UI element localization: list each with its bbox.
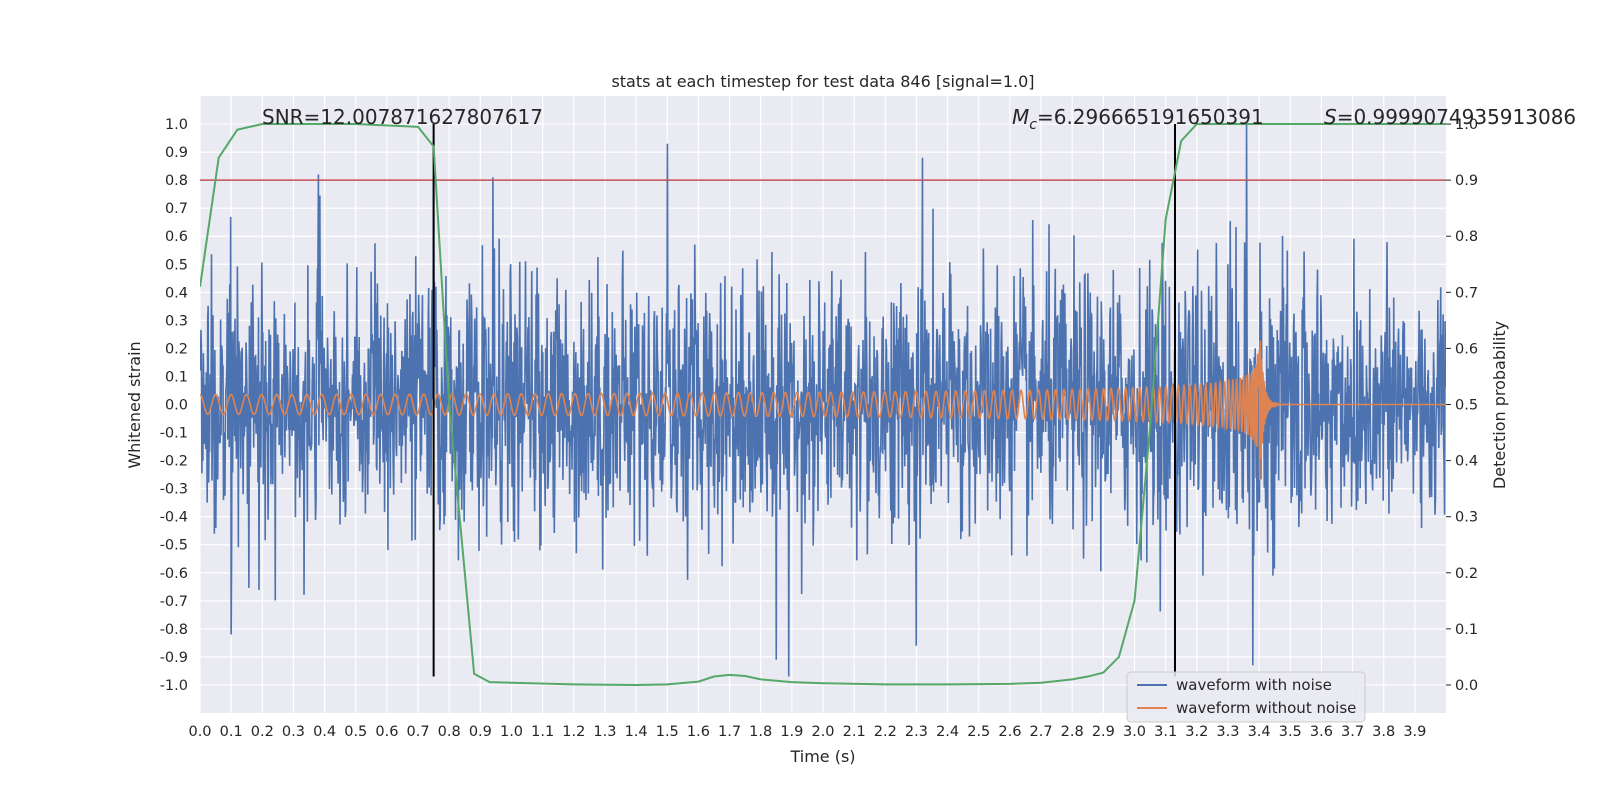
y-axis-right-ticks: 1.0 0.9 0.8 0.7 0.6 0.5 0.4 0.3 0.2 0.1 0.0 (1446, 117, 1478, 694)
x-axis-label: Time (s) (789, 747, 855, 766)
y-tick-label: -0.9 (160, 650, 188, 666)
x-tick-label: 1.2 (562, 724, 585, 740)
x-tick-label: 0.1 (220, 724, 243, 740)
y-tick-label: 0.7 (165, 201, 188, 217)
x-tick-label: 1.8 (749, 724, 772, 740)
x-tick-label: 2.2 (874, 724, 897, 740)
y-right-tick-label: 0.6 (1455, 341, 1478, 357)
x-tick-label: 0.8 (438, 724, 461, 740)
y-tick-label: 1.0 (165, 117, 188, 133)
chirp-mass-annotation: Mc=6.296665191650391 (1012, 105, 1264, 133)
x-tick-label: 2.1 (843, 724, 866, 740)
series-waveform-without-noise (200, 340, 1446, 481)
x-tick-label: 0.9 (469, 724, 492, 740)
legend-label-noise: waveform with noise (1176, 676, 1332, 694)
x-tick-label: 0.2 (251, 724, 274, 740)
x-tick-label: 1.9 (780, 724, 803, 740)
y-axis-label: Whitened strain (125, 341, 144, 468)
y-right-tick-label: 0.8 (1455, 229, 1478, 245)
y-tick-label: 0.5 (165, 257, 188, 273)
y-tick-label: -0.7 (160, 594, 188, 610)
y-tick-label: -0.2 (160, 454, 188, 470)
x-tick-label: 2.5 (967, 724, 990, 740)
x-tick-label: 3.6 (1310, 724, 1333, 740)
y-right-tick-label: 0.1 (1455, 622, 1478, 638)
y-tick-label: 0.0 (165, 398, 188, 414)
x-tick-label: 3.0 (1123, 724, 1146, 740)
x-tick-label: 1.4 (625, 724, 648, 740)
x-tick-label: 0.0 (188, 724, 211, 740)
s-value: =0.9999074935913086 (1337, 105, 1576, 129)
chirp-mass-value: =6.296665191650391 (1037, 105, 1264, 129)
x-tick-label: 0.3 (282, 724, 305, 740)
legend-label-clean: waveform without noise (1176, 699, 1356, 717)
y-axis-right-label: Detection probability (1490, 321, 1509, 489)
y-tick-label: -0.3 (160, 482, 188, 498)
x-tick-label: 3.1 (1154, 724, 1177, 740)
x-tick-label: 0.4 (313, 724, 336, 740)
x-tick-label: 3.8 (1372, 724, 1395, 740)
y-right-tick-label: 1.0 (1455, 117, 1478, 133)
s-annotation: S=0.9999074935913086 (1324, 105, 1576, 129)
y-tick-label: -1.0 (160, 678, 188, 694)
x-axis-ticks: 0.0 0.1 0.2 0.3 0.4 0.5 0.6 0.7 0.8 0.9 1.0 1.1 1.2 1… (188, 724, 1426, 740)
legend: waveform with noise waveform without noi… (1126, 671, 1366, 723)
x-tick-label: 1.1 (531, 724, 554, 740)
x-tick-label: 1.3 (593, 724, 616, 740)
y-tick-label: 0.2 (165, 341, 188, 357)
y-right-tick-label: 0.7 (1455, 285, 1478, 301)
x-tick-label: 3.9 (1403, 724, 1426, 740)
x-tick-label: 2.9 (1092, 724, 1115, 740)
y-tick-label: 0.8 (165, 173, 188, 189)
vertical-markers (432, 124, 1176, 677)
x-tick-label: 2.7 (1030, 724, 1053, 740)
y-tick-label: -0.1 (160, 426, 188, 442)
x-tick-label: 3.2 (1185, 724, 1208, 740)
x-tick-label: 3.7 (1341, 724, 1364, 740)
x-tick-label: 2.6 (998, 724, 1021, 740)
x-tick-label: 3.3 (1216, 724, 1239, 740)
chirp-mass-symbol: M (1012, 105, 1029, 129)
x-tick-label: 0.7 (407, 724, 430, 740)
chirp-mass-subscript: c (1029, 117, 1037, 133)
x-tick-label: 0.5 (344, 724, 367, 740)
y-tick-label: 0.9 (165, 145, 188, 161)
x-tick-label: 3.5 (1279, 724, 1302, 740)
y-axis-ticks: 1.0 0.9 0.8 0.7 0.6 0.5 0.4 0.3 0.2 0.1 0.0 -0.1 -0.… (160, 117, 188, 694)
y-right-tick-label: 0.9 (1455, 173, 1478, 189)
snr-annotation: SNR=12.007871627807617 (262, 105, 543, 129)
y-right-tick-label: 0.3 (1455, 510, 1478, 526)
y-right-tick-label: 0.0 (1455, 678, 1478, 694)
y-tick-label: -0.4 (160, 510, 188, 526)
series-detection-probability (200, 123, 1446, 686)
chart-title: stats at each timestep for test data 846… (611, 72, 1034, 91)
y-right-tick-label: 0.5 (1455, 398, 1478, 414)
y-tick-label: -0.5 (160, 538, 188, 554)
y-right-tick-label: 0.2 (1455, 566, 1478, 582)
legend-box (1126, 671, 1366, 723)
x-tick-label: 2.8 (1061, 724, 1084, 740)
series-waveform-with-noise (200, 124, 1446, 677)
y-tick-label: 0.4 (165, 285, 188, 301)
x-tick-label: 3.4 (1248, 724, 1271, 740)
x-tick-label: 0.6 (375, 724, 398, 740)
s-symbol: S (1324, 105, 1337, 129)
x-tick-label: 1.6 (687, 724, 710, 740)
y-tick-label: -0.6 (160, 566, 188, 582)
x-tick-label: 1.0 (500, 724, 523, 740)
y-tick-label: 0.6 (165, 229, 188, 245)
y-right-tick-label: 0.4 (1455, 454, 1478, 470)
y-tick-label: 0.3 (165, 313, 188, 329)
x-tick-label: 1.5 (656, 724, 679, 740)
x-tick-label: 2.0 (811, 724, 834, 740)
x-tick-label: 2.4 (936, 724, 959, 740)
x-tick-label: 1.7 (718, 724, 741, 740)
x-tick-label: 2.3 (905, 724, 928, 740)
y-tick-label: 0.1 (165, 369, 188, 385)
y-tick-label: -0.8 (160, 622, 188, 638)
